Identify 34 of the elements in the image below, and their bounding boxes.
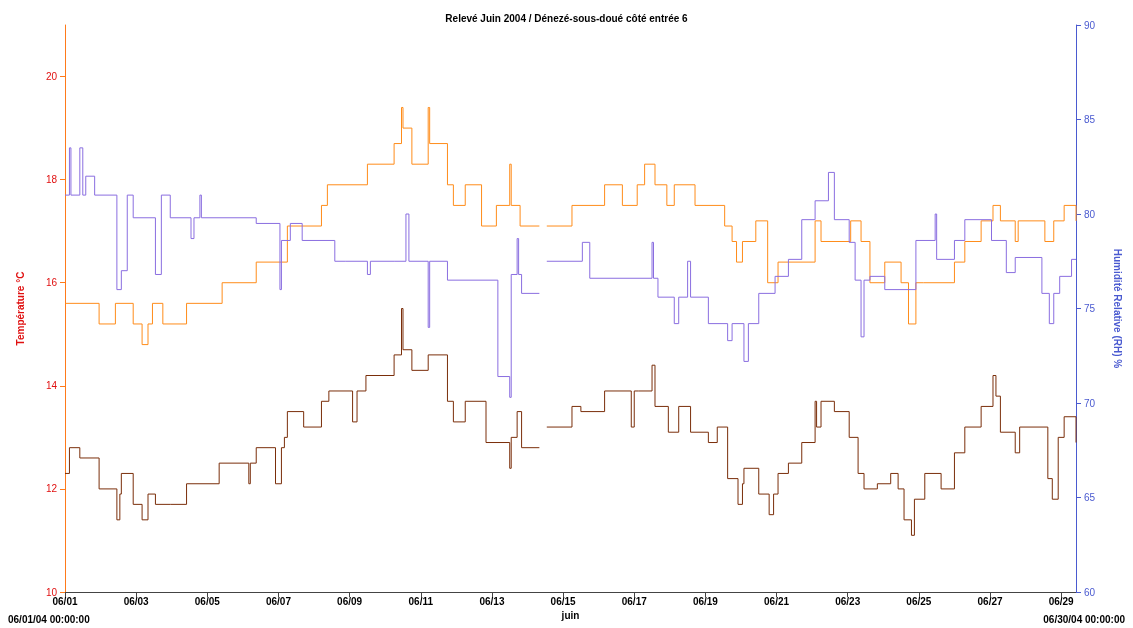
x-tick-label: 06/25	[906, 595, 932, 607]
x-tick-label: 06/29	[1048, 595, 1075, 607]
y2-tick-label: 70	[1084, 397, 1096, 409]
x-tick-label: 06/07	[265, 595, 292, 607]
y-tick-label: 20	[45, 71, 58, 83]
y2-tick-label: 65	[1084, 492, 1096, 503]
y-tick-label: 16	[45, 277, 58, 289]
x-tick-label: 06/19	[692, 595, 719, 607]
text: 06/01/04 00:00:00	[8, 613, 91, 625]
y2-tick-label: 60	[1084, 586, 1096, 598]
y-tick-label: 10	[45, 586, 58, 598]
x-tick-label: 06/21	[764, 595, 790, 607]
x-tick-label: 06/09	[337, 595, 363, 607]
x-tick-label: 06/15	[550, 595, 577, 607]
x-tick-label: 06/17	[621, 595, 648, 607]
x-tick-label: 06/27	[977, 595, 1003, 607]
y2-tick-label: 85	[1084, 114, 1096, 125]
text: 06/30/04 00:00:00	[1043, 613, 1126, 625]
x-tick-label: 06/03	[123, 595, 150, 607]
y2-tick-label: 80	[1084, 208, 1096, 220]
y-axis-title: Température °C	[14, 271, 26, 346]
chart-title: Relevé Juin 2004 / Dénezé-sous-doué côté entrée 6	[445, 12, 689, 24]
y-tick-label: 12	[45, 483, 58, 495]
x-tick-label: 06/05	[194, 595, 221, 607]
x-tick-label: 06/23	[835, 595, 861, 607]
x-tick-label: 06/11	[408, 595, 434, 607]
y2-tick-label: 75	[1084, 303, 1096, 314]
y2-axis-title: Humidité Relative (RH) %	[1111, 248, 1123, 369]
x-axis-title: juin	[560, 610, 580, 622]
y-tick-label: 18	[45, 174, 58, 186]
x-tick-label: 06/13	[479, 595, 505, 607]
y-tick-label: 14	[45, 380, 58, 392]
y2-tick-label: 90	[1084, 19, 1096, 31]
x-tick-label: 06/01	[52, 595, 78, 607]
